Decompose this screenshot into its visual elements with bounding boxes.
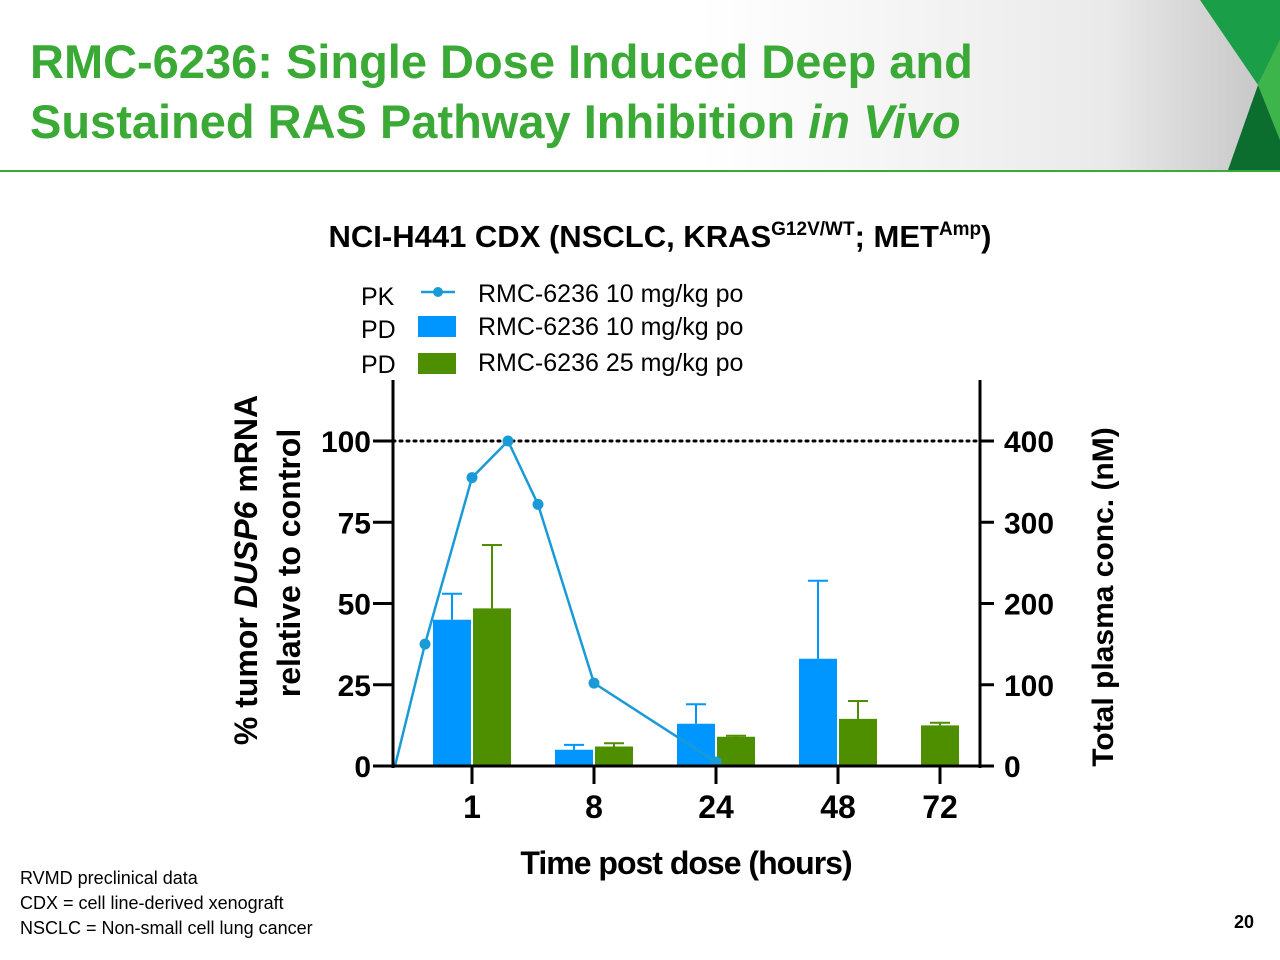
bar — [839, 718, 877, 766]
x-tick-label: 24 — [698, 789, 734, 825]
bar — [799, 658, 837, 766]
legend-prefix-pd25: PD — [361, 351, 396, 379]
page-number: 20 — [1233, 912, 1254, 932]
y-axis-label-line2: relative to control — [271, 429, 307, 698]
pk-point — [419, 638, 431, 650]
y-axis-label: % tumor DUSP6 mRNA — [228, 395, 264, 745]
y2-axis-label: Total plasma conc. (nM) — [1087, 427, 1120, 766]
chart-title: NCI-H441 CDX (NSCLC, KRASG12V/WT; METAmp… — [328, 219, 991, 254]
legend-marker-pk — [433, 287, 443, 297]
y2-tick-label: 200 — [1004, 589, 1054, 622]
title-line-2: Sustained RAS Pathway Inhibition — [30, 95, 809, 148]
y-tick-label: 100 — [321, 426, 371, 459]
legend-label-pd10: RMC-6236 10 mg/kg po — [478, 313, 743, 341]
legend-label-pd25: RMC-6236 25 mg/kg po — [478, 349, 743, 377]
header-divider — [0, 170, 1280, 172]
footnote-1: RVMD preclinical data — [20, 868, 198, 888]
x-tick-label: 8 — [585, 789, 603, 825]
y-tick-label: 25 — [338, 670, 371, 703]
x-tick-label: 48 — [820, 789, 856, 825]
y-tick-label: 0 — [354, 751, 371, 784]
bar — [433, 619, 471, 766]
y2-tick-label: 100 — [1004, 670, 1054, 703]
pk-point — [532, 498, 544, 510]
y-tick-label: 75 — [338, 507, 371, 540]
corner-logo-graphic — [1200, 0, 1280, 170]
bar — [555, 749, 593, 766]
legend-label-pk: RMC-6236 10 mg/kg po — [478, 280, 743, 308]
y-tick-label: 50 — [338, 589, 371, 622]
title-italic: in Vivo — [808, 95, 961, 148]
y2-tick-label: 300 — [1004, 507, 1054, 540]
legend-prefix-pk: PK — [361, 283, 395, 311]
bar — [921, 725, 959, 766]
pk-point — [588, 677, 600, 689]
x-tick-label: 72 — [922, 789, 958, 825]
bar — [677, 723, 715, 766]
pk-point — [466, 472, 478, 484]
y2-tick-label: 0 — [1004, 751, 1021, 784]
x-axis-label: Time post dose (hours) — [520, 845, 852, 881]
slide-title: RMC-6236: Single Dose Induced Deep and S… — [30, 32, 973, 152]
legend-swatch-pd25 — [418, 353, 456, 374]
footnote-2: CDX = cell line-derived xenograft — [20, 893, 284, 913]
bar — [473, 608, 511, 766]
x-tick-label: 1 — [463, 789, 481, 825]
legend: PK RMC-6236 10 mg/kg po PD RMC-6236 10 m… — [361, 280, 743, 379]
legend-prefix-pd10: PD — [361, 316, 396, 344]
bar — [595, 746, 633, 766]
y2-tick-label: 400 — [1004, 426, 1054, 459]
header-background — [700, 0, 1280, 170]
bar — [717, 736, 755, 766]
title-line-1: RMC-6236: Single Dose Induced Deep and — [30, 35, 973, 88]
legend-swatch-pd10 — [418, 316, 456, 337]
footnote-3: NSCLC = Non-small cell lung cancer — [20, 918, 313, 938]
pk-point — [502, 435, 514, 447]
